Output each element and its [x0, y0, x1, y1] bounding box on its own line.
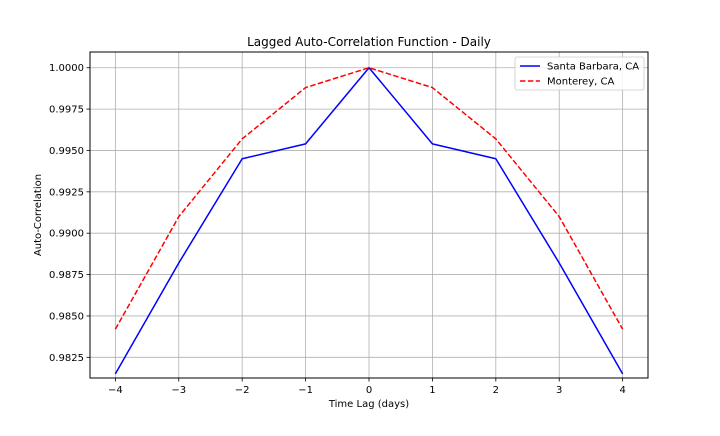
x-tick-label: 0: [366, 385, 372, 396]
x-tick-label: −1: [298, 385, 313, 396]
y-tick-label: 0.9875: [49, 270, 84, 281]
x-tick-label: −4: [108, 385, 123, 396]
y-tick-label: 0.9850: [49, 311, 84, 322]
y-tick-label: 0.9925: [49, 187, 84, 198]
legend: Santa Barbara, CA Monterey, CA: [515, 57, 644, 90]
legend-label: Santa Barbara, CA: [547, 62, 639, 73]
x-tick-label: 4: [619, 385, 625, 396]
x-tick-label: −3: [171, 385, 186, 396]
y-tick-label: 1.0000: [49, 63, 84, 74]
y-tick-label: 0.9975: [49, 105, 84, 116]
y-tick-label: 0.9900: [49, 229, 84, 240]
x-axis-label: Time Lag (days): [328, 399, 409, 410]
x-tick-label: 2: [493, 385, 499, 396]
legend-label: Monterey, CA: [547, 77, 614, 88]
y-axis-label: Auto-Correlation: [33, 174, 44, 256]
chart-title: Lagged Auto-Correlation Function - Daily: [247, 35, 491, 49]
grid: [90, 52, 648, 378]
y-tick-label: 0.9950: [49, 146, 84, 157]
x-tick-label: 3: [556, 385, 562, 396]
y-tick-label: 0.9825: [49, 353, 84, 364]
x-tick-label: 1: [429, 385, 435, 396]
x-tick-label: −2: [235, 385, 250, 396]
